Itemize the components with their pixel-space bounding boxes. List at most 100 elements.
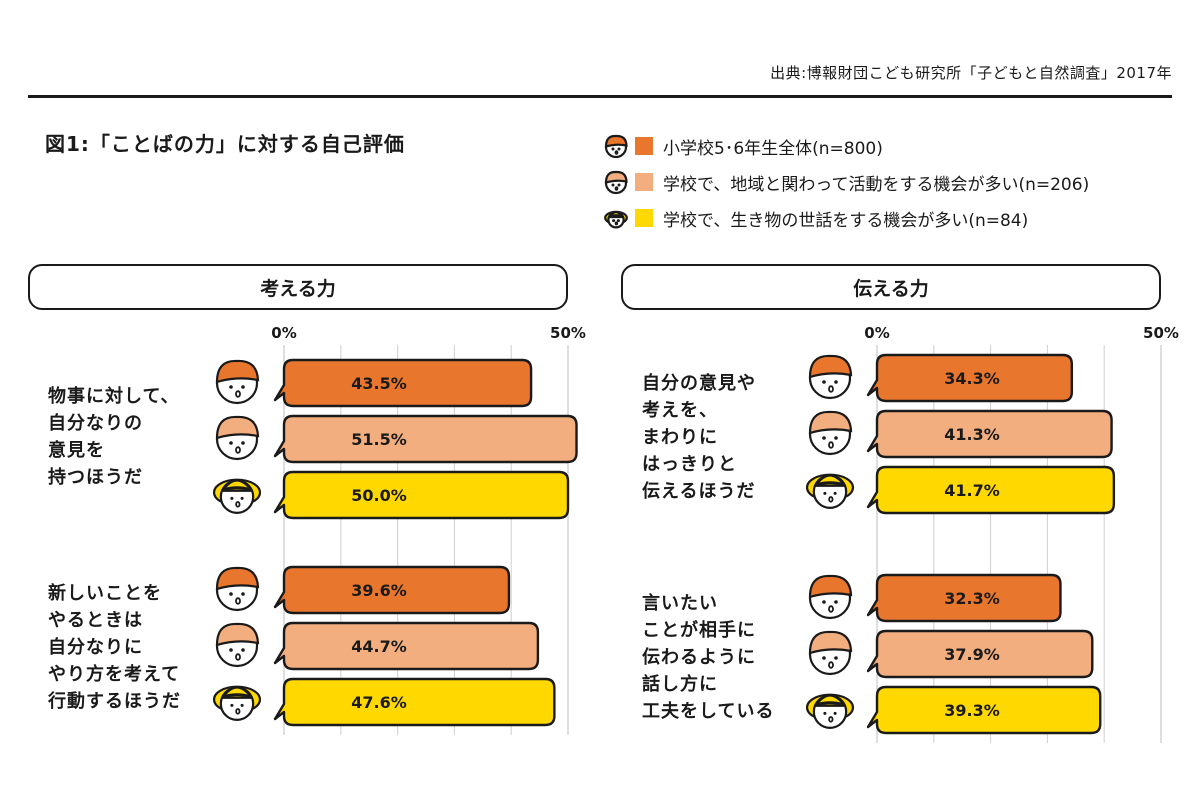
child-cap-icon: [808, 354, 853, 400]
legend-item-community: 学校で、地域と関わって活動をする機会が多い(n=206): [603, 164, 1089, 200]
eye: [240, 496, 244, 500]
eye: [241, 592, 245, 596]
bar: [866, 629, 1094, 679]
bar: [866, 353, 1074, 403]
cap: [604, 134, 628, 148]
mouth: [235, 708, 241, 715]
eye: [834, 436, 838, 440]
mouth: [828, 496, 834, 503]
tick-label-50: 50%: [550, 324, 586, 342]
data-label: 32.3%: [944, 589, 1000, 608]
tick-label-0: 0%: [864, 324, 889, 342]
mouth: [235, 446, 241, 454]
hat-band: [222, 486, 252, 492]
mouth: [235, 390, 241, 398]
mouth: [828, 661, 834, 669]
child-cap-icon: [808, 410, 853, 456]
cap: [604, 170, 628, 184]
eye: [617, 183, 621, 187]
bar: [866, 465, 1116, 515]
data-label: 39.3%: [944, 701, 1000, 720]
eye: [617, 147, 621, 151]
child-hat-icon: [805, 693, 855, 729]
eye: [834, 600, 838, 604]
legend-label: 学校で、生き物の世話をする機会が多い(n=84): [663, 210, 1029, 231]
data-label: 41.7%: [944, 481, 1000, 500]
question-label-assert: 自分の意見や 考えを、 まわりに はっきりと 伝えるほうだ: [642, 373, 756, 502]
cap: [215, 566, 260, 591]
bar: [273, 565, 511, 615]
tick-label-50: 50%: [1143, 324, 1179, 342]
legend-item-all: 小学校5･6年生全体(n=800): [603, 128, 1089, 164]
legend-label: 学校で、地域と関わって活動をする機会が多い(n=206): [663, 174, 1090, 195]
hat-band: [815, 701, 845, 707]
bar: [273, 621, 540, 671]
eye: [241, 441, 245, 445]
eye: [611, 183, 615, 187]
eye: [230, 703, 234, 707]
mouth: [828, 716, 834, 723]
chart-panel-1: 0% 50% 34.3% 41.3% 41.7% 32.3% 37.9% 39.3%: [805, 324, 1179, 743]
bar: [273, 414, 578, 464]
mouth: [235, 501, 241, 508]
eye: [241, 648, 245, 652]
legend-swatch: [635, 173, 653, 191]
data-label: 43.5%: [351, 374, 407, 393]
data-label: 41.3%: [944, 425, 1000, 444]
child-cap-icon: [604, 170, 628, 195]
data-label: 50.0%: [351, 486, 407, 505]
child-cap-icon: [215, 622, 260, 668]
eye: [611, 147, 615, 151]
bar: [866, 685, 1102, 735]
mouth: [614, 221, 619, 226]
child-cap-icon: [215, 359, 260, 405]
question-label-convey: 言いたい ことが相手に 伝わるように 話し方に 工夫をしている: [642, 593, 775, 722]
eye: [823, 491, 827, 495]
legend-swatch: [635, 209, 653, 227]
eye: [822, 600, 826, 604]
bar: [273, 677, 556, 727]
eye: [229, 592, 233, 596]
data-label: 39.6%: [351, 581, 407, 600]
bar: [273, 470, 570, 520]
cap: [215, 415, 260, 440]
eye: [229, 441, 233, 445]
child-hat-icon: [805, 473, 855, 509]
eye: [833, 711, 837, 715]
legend-swatch: [635, 137, 653, 155]
child-hat-icon: [212, 685, 262, 721]
hat-band: [815, 481, 845, 487]
eye: [822, 380, 826, 384]
data-label: 37.9%: [944, 645, 1000, 664]
data-label: 51.5%: [351, 430, 407, 449]
bar: [273, 358, 533, 408]
chart-panel-0: 0% 50% 43.5% 51.5% 50.0% 39.6% 44.7% 47.6%: [212, 324, 586, 735]
eye: [822, 436, 826, 440]
mouth: [235, 597, 241, 605]
eye: [823, 711, 827, 715]
child-hat-icon: [604, 210, 628, 229]
figure-title: 図1:「ことばの力」に対する自己評価: [45, 132, 405, 156]
mouth: [235, 653, 241, 661]
panel-header-thinking: 考える力: [28, 264, 568, 310]
cap: [808, 630, 853, 655]
mouth: [828, 385, 834, 393]
eye: [230, 496, 234, 500]
eye: [822, 656, 826, 660]
data-label: 44.7%: [351, 637, 407, 656]
eye: [229, 648, 233, 652]
legend-item-animals: 学校で、生き物の世話をする機会が多い(n=84): [603, 200, 1089, 236]
cap: [215, 622, 260, 647]
panel-header-expressing: 伝える力: [621, 264, 1161, 310]
eye: [834, 656, 838, 660]
child-cap-icon: [604, 134, 628, 159]
data-label: 47.6%: [351, 693, 407, 712]
eye: [833, 491, 837, 495]
eye: [240, 703, 244, 707]
cap: [808, 574, 853, 599]
data-label: 34.3%: [944, 369, 1000, 388]
eye: [616, 219, 620, 223]
mouth: [614, 186, 619, 191]
mouth: [828, 441, 834, 449]
child-cap-icon: [215, 415, 260, 461]
